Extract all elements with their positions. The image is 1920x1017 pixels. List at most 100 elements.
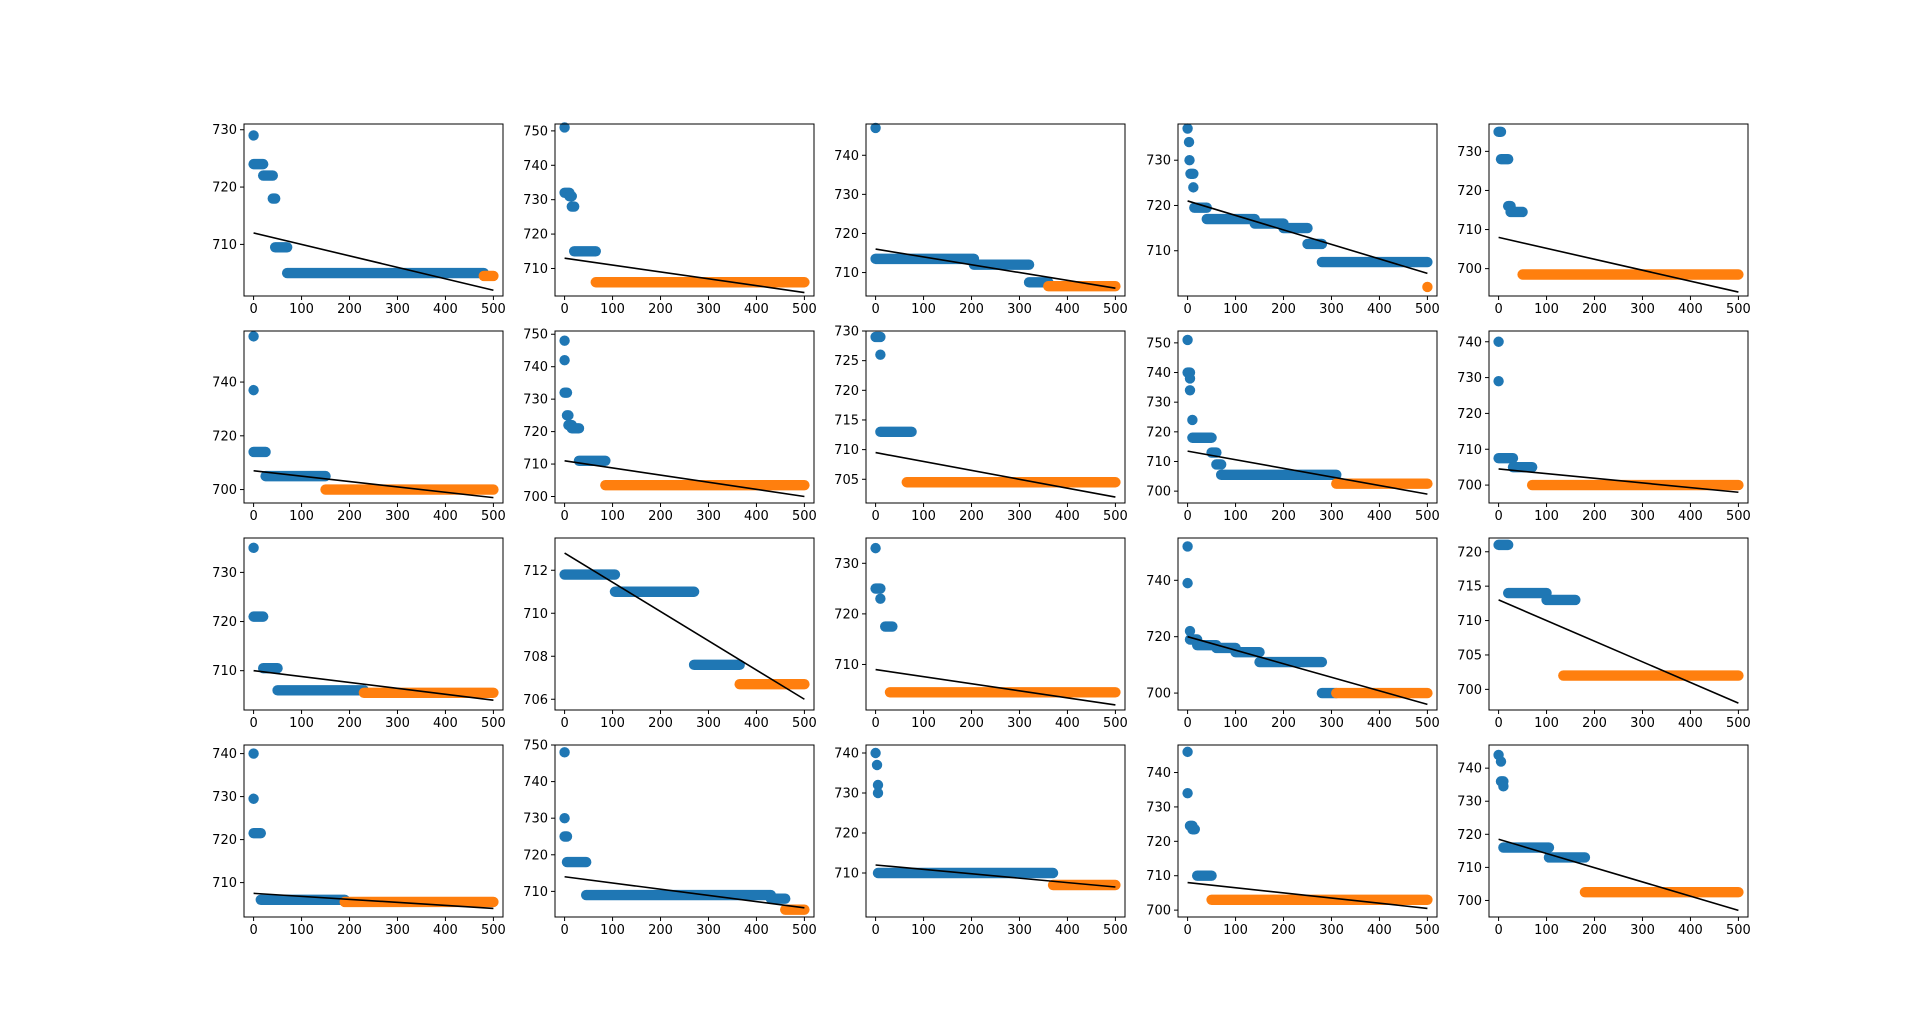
x-tick-label: 300 bbox=[385, 923, 410, 938]
fit-line bbox=[1187, 881, 1428, 910]
data-point bbox=[1184, 373, 1196, 384]
y-tick-label: 710 bbox=[1457, 223, 1482, 238]
y-tick-label: 720 bbox=[523, 228, 548, 243]
x-tick-label: 100 bbox=[1534, 716, 1559, 731]
x-tick-label: 300 bbox=[696, 302, 721, 317]
x-tick-label: 400 bbox=[433, 923, 458, 938]
x-tick-label: 100 bbox=[289, 716, 314, 731]
x-tick-label: 100 bbox=[600, 716, 625, 731]
subplot-17: 0 100 200 300 400 500 710 720 730 740 750 bbox=[523, 739, 817, 939]
y-tick-label: 710 bbox=[523, 262, 548, 277]
x-tick-label: 100 bbox=[600, 302, 625, 317]
x-tick-label: 300 bbox=[1007, 509, 1032, 524]
fit-line bbox=[564, 875, 805, 909]
data-point bbox=[871, 759, 883, 771]
x-tick-label: 200 bbox=[1271, 509, 1296, 524]
y-tick-label: 710 bbox=[212, 664, 237, 679]
x-tick-label: 200 bbox=[959, 716, 984, 731]
subplot-19: 0 100 200 300 400 500 700 710 720 730 740 bbox=[1146, 744, 1440, 938]
y-tick-label: 720 bbox=[834, 227, 859, 242]
y-tick-label: 700 bbox=[1146, 485, 1171, 500]
x-tick-label: 500 bbox=[481, 716, 506, 731]
y-tick-label: 740 bbox=[212, 747, 237, 762]
x-tick-label: 200 bbox=[648, 509, 673, 524]
x-tick-label: 100 bbox=[600, 509, 625, 524]
x-tick-label: 0 bbox=[560, 716, 568, 731]
x-tick-label: 200 bbox=[1582, 302, 1607, 317]
y-tick-label: 700 bbox=[212, 483, 237, 498]
x-tick-label: 500 bbox=[792, 716, 817, 731]
y-tick-label: 710 bbox=[212, 238, 237, 253]
data-point bbox=[248, 384, 259, 396]
x-tick-label: 100 bbox=[911, 509, 936, 524]
y-tick-label: 720 bbox=[212, 181, 237, 196]
fit-line bbox=[1187, 200, 1428, 275]
x-tick-label: 300 bbox=[1319, 923, 1344, 938]
axes-frame bbox=[1488, 537, 1749, 711]
y-tick-label: 700 bbox=[1457, 479, 1482, 494]
x-tick-label: 300 bbox=[1319, 716, 1344, 731]
y-tick-label: 750 bbox=[523, 124, 548, 139]
x-tick-label: 500 bbox=[481, 509, 506, 524]
subplot-12: 0 100 200 300 400 500 706 708 710 712 bbox=[523, 537, 817, 731]
y-tick-label: 730 bbox=[834, 557, 859, 572]
x-tick-label: 100 bbox=[1534, 302, 1559, 317]
data-point bbox=[870, 542, 881, 554]
y-tick-label: 700 bbox=[523, 490, 548, 505]
subplot-14: 0 100 200 300 400 500 700 720 740 bbox=[1146, 537, 1440, 731]
y-tick-label: 710 bbox=[1146, 869, 1171, 884]
y-tick-label: 730 bbox=[834, 188, 859, 203]
y-tick-label: 730 bbox=[834, 325, 859, 340]
y-tick-label: 710 bbox=[834, 658, 859, 673]
subplot-8: 0 100 200 300 400 500 705 710 715 720 725 730 bbox=[834, 325, 1128, 525]
x-tick-label: 400 bbox=[1367, 923, 1392, 938]
data-point bbox=[559, 812, 570, 824]
x-tick-label: 300 bbox=[1007, 302, 1032, 317]
axes-frame bbox=[865, 537, 1126, 711]
data-point bbox=[1184, 625, 1196, 637]
x-tick-label: 200 bbox=[337, 302, 362, 317]
data-point bbox=[248, 331, 259, 342]
fit-line bbox=[1498, 468, 1739, 494]
subplot-13: 0 100 200 300 400 500 710 720 730 bbox=[834, 537, 1128, 731]
fit-line bbox=[875, 668, 1116, 706]
x-tick-label: 0 bbox=[1494, 302, 1502, 317]
y-tick-label: 700 bbox=[1457, 262, 1482, 277]
x-tick-label: 300 bbox=[385, 716, 410, 731]
y-tick-label: 730 bbox=[1146, 154, 1171, 169]
fit-line bbox=[564, 257, 805, 294]
x-tick-label: 500 bbox=[481, 923, 506, 938]
fit-line bbox=[1498, 838, 1739, 912]
data-point bbox=[559, 122, 570, 133]
y-tick-label: 720 bbox=[834, 607, 859, 622]
fit-line bbox=[1498, 599, 1739, 704]
data-point bbox=[1184, 385, 1196, 396]
x-tick-label: 400 bbox=[744, 716, 769, 731]
y-tick-label: 710 bbox=[834, 867, 859, 882]
y-tick-label: 720 bbox=[523, 848, 548, 863]
x-tick-label: 100 bbox=[289, 509, 314, 524]
x-tick-label: 200 bbox=[337, 923, 362, 938]
y-tick-label: 706 bbox=[523, 693, 548, 708]
x-tick-label: 100 bbox=[1534, 923, 1559, 938]
subplot-7: 0 100 200 300 400 500 700 710 720 730 740 750 bbox=[523, 328, 817, 524]
x-tick-label: 500 bbox=[1103, 716, 1128, 731]
y-tick-label: 715 bbox=[834, 413, 859, 428]
x-tick-label: 0 bbox=[871, 923, 879, 938]
fit-line bbox=[253, 669, 494, 701]
data-point bbox=[248, 542, 259, 554]
x-tick-label: 500 bbox=[1415, 509, 1440, 524]
axes-frame bbox=[1177, 537, 1438, 711]
x-tick-label: 0 bbox=[871, 716, 879, 731]
x-tick-label: 200 bbox=[959, 923, 984, 938]
data-point bbox=[872, 779, 884, 791]
y-tick-label: 715 bbox=[1457, 580, 1482, 595]
x-tick-label: 0 bbox=[249, 923, 257, 938]
x-tick-label: 100 bbox=[911, 716, 936, 731]
y-tick-label: 720 bbox=[212, 833, 237, 848]
fit-line bbox=[875, 864, 1116, 888]
data-point bbox=[872, 787, 884, 799]
x-tick-label: 200 bbox=[959, 302, 984, 317]
x-tick-label: 400 bbox=[1678, 302, 1703, 317]
axes-frame bbox=[243, 330, 504, 504]
